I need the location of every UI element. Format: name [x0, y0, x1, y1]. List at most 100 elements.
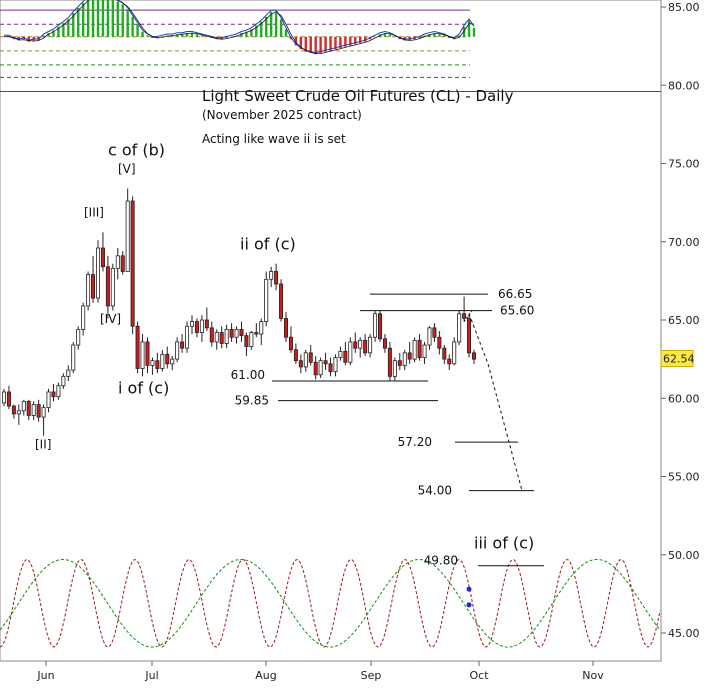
candle-body — [313, 361, 318, 376]
y-tick-label: 45.00 — [668, 627, 700, 640]
candle-body — [392, 360, 397, 377]
candle-body — [26, 400, 31, 416]
candle-body — [115, 255, 120, 269]
cycle-wave-short — [0, 559, 661, 648]
candle-body — [140, 341, 145, 369]
candle-body — [46, 391, 51, 409]
candle-body — [457, 313, 462, 343]
candle-body — [437, 336, 442, 349]
candle-body — [283, 318, 288, 338]
level-label: 61.00 — [231, 368, 265, 382]
cycle-wave-long — [0, 559, 661, 648]
candle-body — [6, 391, 11, 407]
candle-body — [417, 339, 422, 358]
x-tick-label: Sep — [361, 669, 382, 682]
candle-body — [120, 255, 125, 272]
candle-body — [452, 341, 457, 365]
x-axis: Jun Jul Aug Sep Oct Nov — [36, 661, 604, 682]
candle-body — [21, 400, 26, 412]
candle-body — [353, 341, 358, 349]
y-axis: 85.00 80.00 75.00 70.00 65.00 60.00 55.00 50.00… — [660, 1, 700, 640]
candle-body — [363, 339, 368, 354]
candle-body — [110, 267, 115, 307]
price-levels: 66.65 65.60 61.00 59.85 57.20 54.00 49.80 — [231, 287, 544, 568]
wave-label: [III] — [84, 206, 104, 220]
x-tick-label: Jul — [144, 669, 158, 682]
candle-body — [358, 339, 363, 349]
indicator-panel — [0, 0, 661, 93]
candle-body — [249, 332, 254, 348]
candle-body — [427, 327, 432, 346]
candle-body — [293, 349, 298, 362]
candle-body — [224, 328, 229, 344]
candle-body — [130, 200, 135, 327]
candle-body — [81, 305, 86, 330]
y-tick-label: 70.00 — [668, 236, 700, 249]
candle-body — [229, 328, 234, 338]
candle-body — [145, 341, 150, 366]
candle-body — [2, 391, 7, 404]
candle-body — [422, 344, 427, 358]
candle-body — [239, 328, 244, 337]
candle-body — [397, 360, 402, 366]
candle-body — [214, 332, 219, 343]
candle-body — [160, 354, 165, 369]
candle-body — [274, 271, 279, 285]
candle-body — [402, 352, 407, 366]
wave-labels: c of (b) [V] [III] [IV] [II] i of (c) ii of (c… — [35, 141, 534, 553]
candle-body — [279, 283, 284, 319]
candle-body — [234, 328, 239, 338]
plot-frame — [0, 0, 662, 662]
candle-body — [150, 360, 155, 366]
candle-body — [264, 278, 269, 322]
candle-body — [165, 354, 170, 365]
cycle-waves — [0, 559, 661, 648]
candle-body — [155, 360, 160, 369]
candle-body — [303, 352, 308, 368]
candle-body — [467, 318, 472, 354]
wave-label: [V] — [118, 162, 136, 176]
last-price-label: 62.54 — [663, 352, 695, 365]
candle-body — [16, 410, 21, 415]
y-tick-label: 60.00 — [668, 392, 700, 405]
candle-body — [219, 332, 224, 344]
candle-body — [407, 352, 412, 360]
candle-body — [135, 325, 140, 369]
candle-body — [204, 319, 209, 329]
chart-title: Light Sweet Crude Oil Futures (CL) - Dai… — [202, 87, 514, 105]
candle-body — [105, 266, 110, 307]
candlestick-series — [2, 188, 476, 436]
wave-label: [II] — [35, 437, 51, 451]
x-tick-label: Aug — [255, 669, 276, 682]
candle-body — [348, 341, 353, 363]
candle-body — [328, 363, 333, 373]
candle-body — [189, 321, 194, 327]
wave-label: c of (b) — [108, 141, 165, 160]
cycle-dot — [466, 586, 472, 592]
candle-body — [96, 247, 101, 299]
candle-body — [194, 321, 199, 333]
candle-body — [125, 200, 130, 272]
y-tick-label: 55.00 — [668, 471, 700, 484]
candle-body — [447, 358, 452, 365]
candle-body — [71, 344, 76, 371]
candle-body — [36, 404, 41, 418]
candle-body — [51, 391, 56, 398]
cycle-dot — [466, 602, 472, 608]
wave-label: ii of (c) — [240, 235, 296, 254]
candle-body — [382, 338, 387, 349]
candle-body — [269, 271, 274, 280]
wave-label: iii of (c) — [474, 533, 534, 552]
candle-body — [338, 350, 343, 358]
candle-body — [31, 404, 36, 416]
chart-subtitle: (November 2025 contract) — [202, 108, 362, 122]
candle-body — [318, 360, 323, 376]
y-tick-label: 75.00 — [668, 158, 700, 171]
candle-body — [100, 247, 105, 268]
candle-body — [298, 360, 303, 368]
candle-body — [368, 336, 373, 354]
candle-body — [56, 385, 61, 398]
candle-body — [412, 339, 417, 360]
chart-note: Acting like wave ii is set — [202, 132, 346, 146]
